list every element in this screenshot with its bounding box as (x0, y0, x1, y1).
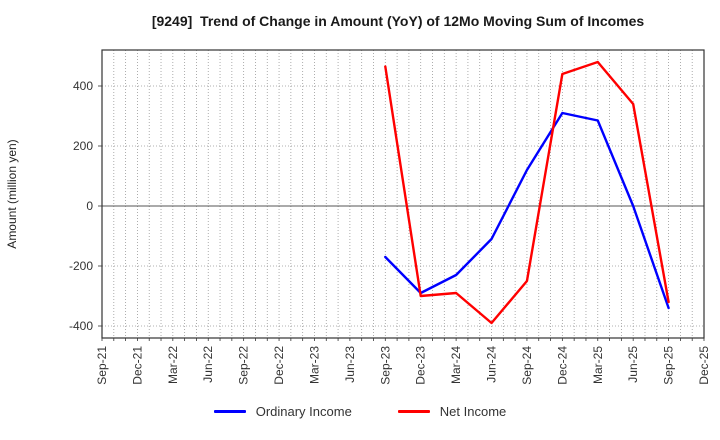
x-tick-label: Mar-22 (166, 346, 180, 384)
series-line-ordinary-income (384, 111, 670, 310)
x-tick-label: Dec-23 (414, 346, 428, 385)
x-tick-label: Dec-21 (130, 346, 144, 385)
legend-item-ordinary-income: Ordinary Income (213, 404, 352, 419)
x-tick-label: Jun-25 (626, 346, 640, 383)
x-tick-label: Jun-22 (201, 346, 215, 383)
x-tick-label: Jun-23 (343, 346, 357, 383)
plot-border (101, 49, 705, 339)
x-tick-label: Mar-25 (591, 346, 605, 384)
x-tick-label: Sep-22 (237, 346, 251, 385)
x-tick-label: Jun-24 (485, 346, 499, 383)
y-axis-label: Amount (million yen) (5, 139, 19, 248)
y-tick-label: -400 (69, 319, 93, 333)
y-tick-label: 400 (73, 79, 93, 93)
x-tick-label: Sep-23 (378, 346, 392, 385)
x-tick-label: Sep-21 (95, 346, 109, 385)
x-tick-label: Sep-25 (662, 346, 676, 385)
x-tick-label: Dec-25 (697, 346, 711, 385)
y-tick-label: 0 (86, 199, 93, 213)
legend-label-net-income: Net Income (439, 404, 507, 419)
x-tick-label: Mar-24 (449, 346, 463, 384)
legend-line-ordinary-income (213, 410, 246, 413)
y-tick-label: -200 (69, 259, 93, 273)
x-tick-label: Dec-24 (555, 346, 569, 385)
x-tick-label: Mar-23 (307, 346, 321, 384)
series-line-net-income (384, 60, 670, 325)
chart-title: [9249] Trend of Change in Amount (YoY) o… (151, 13, 645, 29)
x-tick-label: Dec-22 (272, 346, 286, 385)
y-tick-label: 200 (73, 139, 93, 153)
legend-item-net-income: Net Income (397, 404, 507, 419)
legend-label-ordinary-income: Ordinary Income (255, 404, 352, 419)
x-tick-label: Sep-24 (520, 346, 534, 385)
legend: Ordinary Income Net Income (0, 404, 720, 419)
legend-line-net-income (397, 410, 430, 413)
